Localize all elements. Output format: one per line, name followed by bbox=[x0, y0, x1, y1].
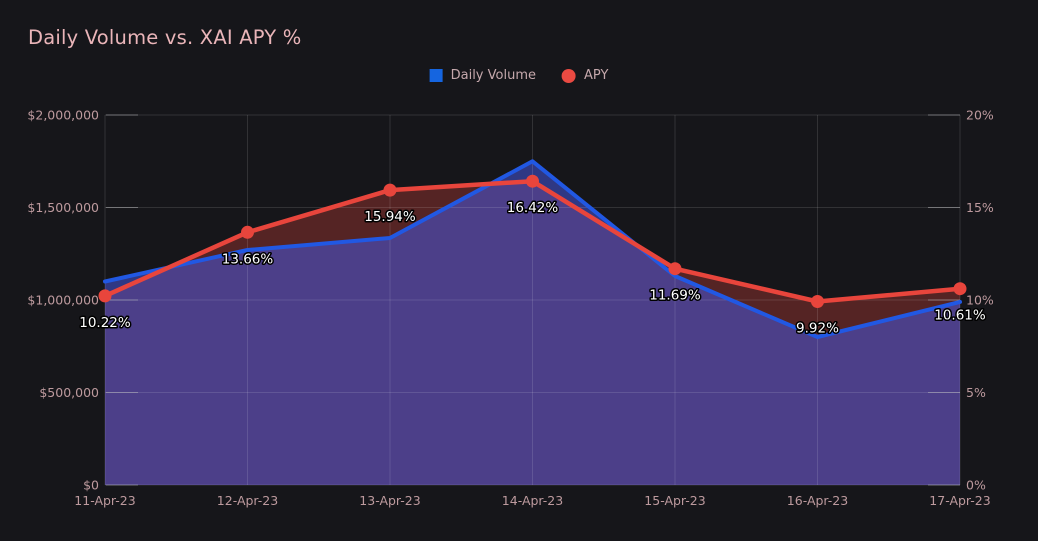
apy-point-label: 10.22% bbox=[79, 315, 131, 331]
chart-title: Daily Volume vs. XAI APY % bbox=[28, 26, 302, 49]
x-axis-label: 11-Apr-23 bbox=[74, 493, 135, 508]
right-axis-label: 15% bbox=[966, 200, 994, 215]
daily-volume-swatch-icon bbox=[429, 69, 443, 82]
legend-label-apy: APY bbox=[584, 68, 609, 83]
apy-point-label: 15.94% bbox=[364, 209, 416, 225]
x-axis-label: 12-Apr-23 bbox=[217, 493, 278, 508]
right-axis-label: 5% bbox=[966, 385, 986, 400]
apy-swatch-icon bbox=[562, 68, 576, 83]
apy-point-label: 10.61% bbox=[934, 308, 986, 324]
apy-data-point[interactable] bbox=[668, 262, 682, 276]
right-axis-label: 0% bbox=[966, 478, 986, 493]
legend-label-daily-volume: Daily Volume bbox=[450, 68, 536, 83]
apy-data-point[interactable] bbox=[98, 289, 112, 303]
apy-data-point[interactable] bbox=[383, 183, 397, 197]
left-axis-label: $0 bbox=[83, 478, 99, 493]
daily-volume-line bbox=[103, 159, 962, 339]
right-axis-label: 10% bbox=[966, 293, 994, 308]
apy-point-label: 9.92% bbox=[796, 321, 839, 337]
left-axis-label: $500,000 bbox=[39, 385, 99, 400]
x-axis-label: 16-Apr-23 bbox=[787, 493, 848, 508]
left-axis-label: $2,000,000 bbox=[27, 108, 99, 123]
x-axis-label: 14-Apr-23 bbox=[502, 493, 563, 508]
apy-point-label: 16.42% bbox=[507, 200, 559, 216]
apy-point-label: 13.66% bbox=[222, 251, 274, 267]
apy-data-point[interactable] bbox=[526, 174, 539, 188]
daily-volume-area-fill bbox=[105, 161, 960, 486]
apy-data-point[interactable] bbox=[811, 295, 824, 308]
x-axis-label: 17-Apr-23 bbox=[929, 493, 990, 508]
apy-point-label: 11.69% bbox=[649, 288, 701, 304]
legend: Daily Volume APY bbox=[429, 68, 608, 83]
legend-item-daily-volume[interactable]: Daily Volume bbox=[429, 68, 536, 83]
apy-data-point[interactable] bbox=[241, 225, 254, 239]
x-axis-label: 15-Apr-23 bbox=[644, 493, 705, 508]
apy-data-point[interactable] bbox=[953, 282, 967, 296]
right-axis-label: 20% bbox=[966, 108, 994, 123]
left-axis-label: $1,000,000 bbox=[27, 293, 99, 308]
legend-item-apy[interactable]: APY bbox=[562, 68, 608, 83]
left-axis-label: $1,500,000 bbox=[27, 200, 99, 215]
x-axis-label: 13-Apr-23 bbox=[359, 493, 420, 508]
